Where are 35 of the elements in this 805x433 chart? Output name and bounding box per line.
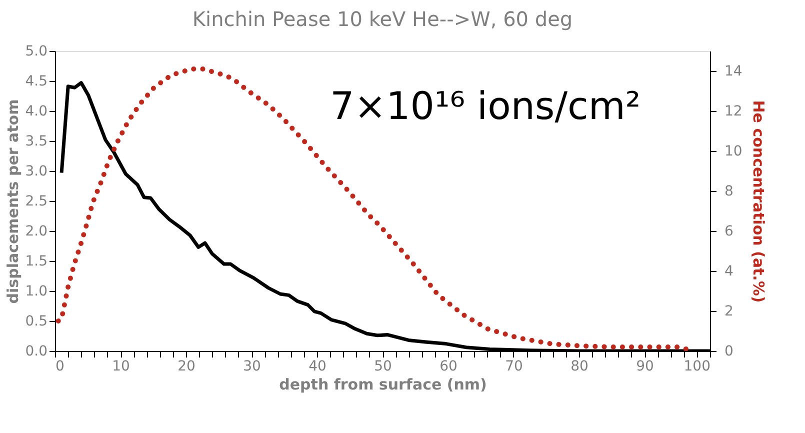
chart-title: Kinchin Pease 10 keV He-->W, 60 deg [192,7,573,31]
y-tick-label: 2.5 [25,194,48,210]
y2-tick-label: 4 [724,264,734,280]
y2-tick-label: 14 [724,64,742,80]
x-tick-label: 80 [570,358,588,374]
y2-axis-title: He concentration (at.%) [749,100,768,303]
y-tick-label: 1.0 [25,284,48,300]
annotation: 7×10¹⁶ ions/cm² [330,84,641,128]
y-tick-label: 5.0 [25,44,48,60]
y2-tick-label: 12 [724,104,742,120]
x-axis-title: depth from surface (nm) [279,376,487,394]
y2-tick-label: 8 [724,184,734,200]
y-tick-label: 3.0 [25,164,48,180]
y-tick-label: 4.5 [25,74,48,90]
y-tick-label: 2.0 [25,224,48,240]
y-axis-title: displacements per atom [4,99,22,304]
y-tick-label: 4.0 [25,104,48,120]
y-tick-label: 0.0 [25,344,48,360]
y2-tick-label: 0 [724,344,734,360]
x-tick-label: 20 [178,358,196,374]
x-tick-label: 0 [56,358,64,374]
x-tick-label: 30 [243,358,261,374]
y-tick-label: 0.5 [25,314,48,330]
y2-tick-label: 10 [724,144,742,160]
x-tick-label: 40 [308,358,326,374]
x-tick-label: 100 [684,358,710,374]
y-tick-label: 1.5 [25,254,48,270]
x-tick-label: 90 [636,358,654,374]
x-tick-label: 70 [505,358,523,374]
x-tick-label: 60 [440,358,458,374]
y2-tick-label: 6 [724,224,734,240]
y2-tick-label: 2 [724,304,734,320]
x-tick-label: 50 [374,358,392,374]
y-tick-label: 3.5 [25,134,48,150]
x-tick-label: 10 [112,358,130,374]
